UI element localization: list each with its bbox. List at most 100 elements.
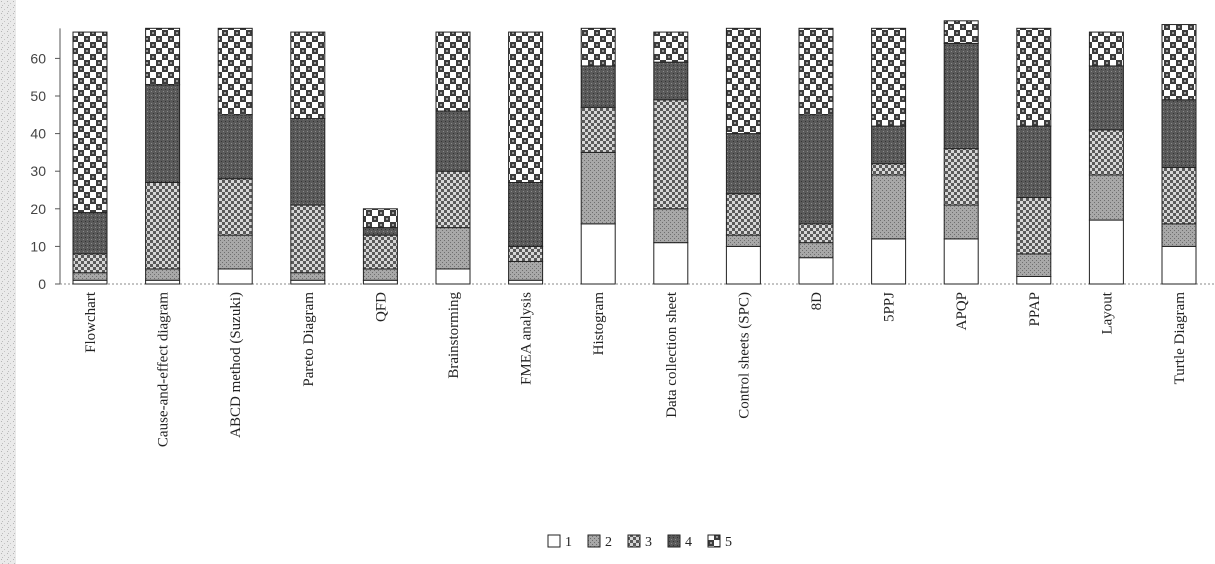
bar-segment-series-5 <box>145 27 181 86</box>
bar-segment-series-4 <box>1088 65 1124 131</box>
bar-segment-series-3 <box>798 223 834 244</box>
bar-segment-series-5 <box>798 27 834 116</box>
bar-segment-series-4 <box>798 114 834 225</box>
x-tick-label: Control sheets (SPC) <box>736 292 752 419</box>
bar-segment-series-2 <box>217 234 253 270</box>
bar-segment-series-2 <box>145 268 181 281</box>
legend-label-4: 4 <box>685 535 692 550</box>
bar-segment-series-3 <box>943 148 979 206</box>
bar-segment-series-1 <box>580 223 616 285</box>
legend-label-5: 5 <box>725 535 732 550</box>
x-tick-label: Layout <box>1099 291 1115 334</box>
y-tick-label: 60 <box>30 50 46 66</box>
bar-segment-series-2 <box>1088 174 1124 221</box>
bar-segment-series-4 <box>362 227 398 236</box>
bar-segment-series-2 <box>72 272 108 281</box>
x-tick-label: PPAP <box>1027 292 1043 326</box>
bar-segment-series-1 <box>798 257 834 285</box>
bar-segment-series-1 <box>871 238 907 285</box>
x-tick-label: Brainstorming <box>446 292 462 379</box>
x-axis-labels: Flowchart Cause-and-effect diagram ABCD me… <box>83 291 1188 447</box>
bar-segment-series-2 <box>798 242 834 259</box>
bar-segment-series-5 <box>725 27 761 135</box>
legend-swatch-4 <box>667 534 681 548</box>
legend-swatch-3 <box>627 534 641 548</box>
bar-segment-series-4 <box>725 133 761 195</box>
bar-segment-series-4 <box>1161 99 1197 168</box>
left-margin-texture <box>0 0 16 564</box>
bar-segment-series-3 <box>145 181 181 270</box>
legend-swatch-1 <box>547 534 561 548</box>
bar-segment-series-1 <box>943 238 979 285</box>
bar-segment-series-3 <box>362 234 398 270</box>
x-tick-label: ABCD method (Suzuki) <box>228 292 244 438</box>
y-tick-label: 30 <box>30 163 46 179</box>
bar-segment-series-4 <box>508 181 544 247</box>
bar-segment-series-4 <box>290 118 326 206</box>
bar-segment-series-5 <box>1016 27 1052 127</box>
bar-segment-series-4 <box>1016 125 1052 199</box>
legend-swatch-5 <box>707 534 721 548</box>
bar-segment-series-1 <box>435 268 471 285</box>
bar-segment-series-2 <box>871 174 907 240</box>
bar-segment-series-2 <box>653 208 689 244</box>
x-tick-label: 5PPJ <box>882 292 898 322</box>
bar-segment-series-3 <box>72 253 108 274</box>
legend-label-1: 1 <box>565 535 572 550</box>
bar-segment-series-3 <box>217 178 253 236</box>
bar-segment-series-5 <box>871 27 907 127</box>
bar-segment-series-5 <box>72 31 108 214</box>
bar-segment-series-5 <box>580 27 616 67</box>
y-tick-label: 10 <box>30 238 46 254</box>
bar-segment-series-5 <box>290 31 326 120</box>
bar-segment-series-3 <box>871 163 907 176</box>
bar-segment-series-1 <box>1016 275 1052 285</box>
bar-segment-series-2 <box>580 151 616 225</box>
bar-segment-series-1 <box>725 245 761 285</box>
bar-segment-series-5 <box>1088 31 1124 67</box>
x-tick-label: QFD <box>373 292 389 322</box>
bar-segment-series-2 <box>508 260 544 281</box>
bar-segment-series-4 <box>653 61 689 101</box>
bar-segment-series-3 <box>653 99 689 210</box>
bar-segment-series-5 <box>435 31 471 112</box>
bars-group <box>72 20 1197 285</box>
bar-segment-series-2 <box>1161 223 1197 247</box>
bar-segment-series-1 <box>1088 219 1124 285</box>
x-tick-label: Pareto Diagram <box>301 292 317 387</box>
y-tick-label: 20 <box>30 201 46 217</box>
bar-segment-series-1 <box>290 279 326 285</box>
bar-segment-series-5 <box>653 31 689 63</box>
bar-segment-series-2 <box>943 204 979 240</box>
bar-segment-series-3 <box>290 204 326 274</box>
bar-segment-series-5 <box>508 31 544 183</box>
y-tick-label: 50 <box>30 88 46 104</box>
legend-label-2: 2 <box>605 535 612 550</box>
bar-segment-series-1 <box>1161 245 1197 285</box>
x-tick-label: Histogram <box>591 292 607 356</box>
bar-segment-series-2 <box>435 227 471 270</box>
y-tick-label: 0 <box>38 276 46 292</box>
x-tick-label: Cause-and-effect diagram <box>156 292 172 447</box>
y-tick-label: 40 <box>30 126 46 142</box>
bar-segment-series-1 <box>653 242 689 285</box>
bar-segment-series-3 <box>580 106 616 153</box>
bar-segment-series-5 <box>217 27 253 116</box>
bar-segment-series-1 <box>508 279 544 285</box>
bar-segment-series-4 <box>871 125 907 165</box>
bar-segment-series-1 <box>362 279 398 285</box>
bar-segment-series-1 <box>72 279 108 285</box>
legend: 1 2 3 4 5 <box>547 534 732 550</box>
bar-segment-series-2 <box>362 268 398 281</box>
bar-segment-series-3 <box>508 245 544 262</box>
bar-segment-series-5 <box>943 20 979 44</box>
x-tick-label: APQP <box>954 292 970 330</box>
bar-segment-series-5 <box>362 208 398 229</box>
bar-segment-series-1 <box>217 268 253 285</box>
bar-segment-series-4 <box>217 114 253 180</box>
bar-segment-series-4 <box>72 212 108 255</box>
bar-segment-series-4 <box>943 42 979 150</box>
bar-segment-series-4 <box>435 110 471 172</box>
bar-segment-series-2 <box>1016 253 1052 277</box>
